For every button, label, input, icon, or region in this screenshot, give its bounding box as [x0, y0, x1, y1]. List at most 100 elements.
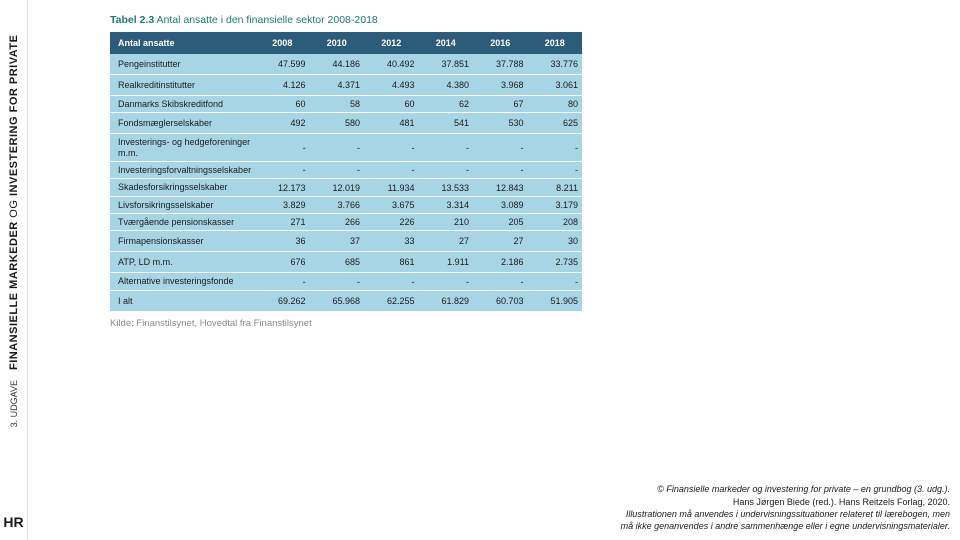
data-cell: 40.492: [364, 54, 418, 75]
data-cell: 210: [419, 214, 473, 231]
table-footer: I alt 69.262 65.968 62.255 61.829 60.703…: [110, 290, 582, 311]
data-cell: -: [419, 273, 473, 290]
header-year: 2018: [528, 32, 583, 54]
total-cell: 60.703: [473, 290, 527, 311]
data-cell: 226: [364, 214, 418, 231]
row-label: Fondsmæglerselskaber: [110, 113, 255, 134]
row-label: Tværgående pensionskasser: [110, 214, 255, 231]
data-cell: 37.788: [473, 54, 527, 75]
data-cell: 4.371: [310, 75, 364, 96]
data-cell: 12.843: [473, 179, 527, 196]
data-cell: -: [310, 162, 364, 179]
data-cell: 492: [255, 113, 309, 134]
data-cell: 3.766: [310, 196, 364, 213]
data-cell: 37.851: [419, 54, 473, 75]
data-cell: -: [419, 134, 473, 162]
table-caption: Tabel 2.3 Antal ansatte i den finansiell…: [110, 14, 582, 26]
data-cell: 2.186: [473, 252, 527, 273]
table-row: Fondsmæglerselskaber492580481541530625: [110, 113, 582, 134]
data-cell: -: [364, 134, 418, 162]
data-cell: 3.829: [255, 196, 309, 213]
data-cell: 530: [473, 113, 527, 134]
row-label: Pengeinstitutter: [110, 54, 255, 75]
header-year: 2008: [255, 32, 309, 54]
data-cell: -: [528, 273, 583, 290]
data-cell: 33.776: [528, 54, 583, 75]
data-cell: -: [473, 134, 527, 162]
table-row: Investerings- og hedgeforeninger m.m.---…: [110, 134, 582, 162]
total-label: I alt: [110, 290, 255, 311]
data-cell: 685: [310, 252, 364, 273]
row-label: Livsforsikringsselskaber: [110, 196, 255, 213]
table-caption-text: Antal ansatte i den finansielle sektor 2…: [157, 14, 378, 26]
data-cell: 266: [310, 214, 364, 231]
data-cell: 541: [419, 113, 473, 134]
sidebar-edition: 3. UDGAVE: [9, 380, 19, 435]
header-year: 2012: [364, 32, 418, 54]
header-year: 2010: [310, 32, 364, 54]
table-row: Skadesforsikringsselskaber12.17312.01911…: [110, 179, 582, 196]
data-cell: 208: [528, 214, 583, 231]
header-label: Antal ansatte: [110, 32, 255, 54]
data-cell: 3.314: [419, 196, 473, 213]
data-cell: 625: [528, 113, 583, 134]
row-label: Investeringsforvaltningsselskaber: [110, 162, 255, 179]
data-cell: 60: [364, 96, 418, 113]
sidebar-title: FINANSIELLE MARKEDER OG INVESTERING FOR …: [8, 0, 20, 380]
data-cell: -: [310, 273, 364, 290]
row-label: Alternative investeringsfonde: [110, 273, 255, 290]
data-cell: 8.211: [528, 179, 583, 196]
data-cell: 60: [255, 96, 309, 113]
data-cell: -: [528, 162, 583, 179]
sidebar-title-text: FINANSIELLE MARKEDER OG INVESTERING FOR …: [8, 35, 20, 370]
data-cell: -: [255, 134, 309, 162]
total-cell: 61.829: [419, 290, 473, 311]
data-cell: 481: [364, 113, 418, 134]
header-year: 2016: [473, 32, 527, 54]
row-label: Firmapensionskasser: [110, 231, 255, 252]
data-cell: -: [310, 134, 364, 162]
table-row: Tværgående pensionskasser271266226210205…: [110, 214, 582, 231]
row-label: Danmarks Skibskreditfond: [110, 96, 255, 113]
total-cell: 69.262: [255, 290, 309, 311]
data-cell: 3.179: [528, 196, 583, 213]
header-year: 2014: [419, 32, 473, 54]
publisher-logo: HR: [3, 514, 23, 530]
data-table: Antal ansatte 2008 2010 2012 2014 2016 2…: [110, 32, 582, 312]
data-cell: 27: [419, 231, 473, 252]
data-cell: -: [419, 162, 473, 179]
table-row: Investeringsforvaltningsselskaber------: [110, 162, 582, 179]
data-cell: 3.968: [473, 75, 527, 96]
data-cell: -: [528, 134, 583, 162]
data-cell: 30: [528, 231, 583, 252]
copyright-footer: © Finansielle markeder og investering fo…: [621, 483, 950, 532]
data-cell: -: [255, 162, 309, 179]
row-label: Realkreditinstitutter: [110, 75, 255, 96]
data-cell: 3.061: [528, 75, 583, 96]
table-row: ATP, LD m.m.6766858611.9112.1862.735: [110, 252, 582, 273]
data-cell: -: [473, 162, 527, 179]
footer-line: Hans Jørgen Biede (red.). Hans Reitzels …: [621, 496, 950, 508]
table-row: Danmarks Skibskreditfond605860626780: [110, 96, 582, 113]
data-cell: 861: [364, 252, 418, 273]
data-cell: 27: [473, 231, 527, 252]
table-row: Pengeinstitutter47.59944.18640.49237.851…: [110, 54, 582, 75]
table-row: Alternative investeringsfonde------: [110, 273, 582, 290]
data-cell: 1.911: [419, 252, 473, 273]
data-cell: 11.934: [364, 179, 418, 196]
data-cell: 676: [255, 252, 309, 273]
data-cell: 37: [310, 231, 364, 252]
data-cell: -: [255, 273, 309, 290]
data-cell: 4.493: [364, 75, 418, 96]
data-cell: 4.126: [255, 75, 309, 96]
table-row: Livsforsikringsselskaber3.8293.7663.6753…: [110, 196, 582, 213]
total-cell: 62.255: [364, 290, 418, 311]
data-cell: -: [364, 273, 418, 290]
footer-line: © Finansielle markeder og investering fo…: [621, 483, 950, 495]
row-label: Investerings- og hedgeforeninger m.m.: [110, 134, 255, 162]
content-area: Tabel 2.3 Antal ansatte i den finansiell…: [110, 14, 582, 329]
data-cell: 3.675: [364, 196, 418, 213]
data-cell: 47.599: [255, 54, 309, 75]
data-cell: 3.089: [473, 196, 527, 213]
data-cell: 205: [473, 214, 527, 231]
